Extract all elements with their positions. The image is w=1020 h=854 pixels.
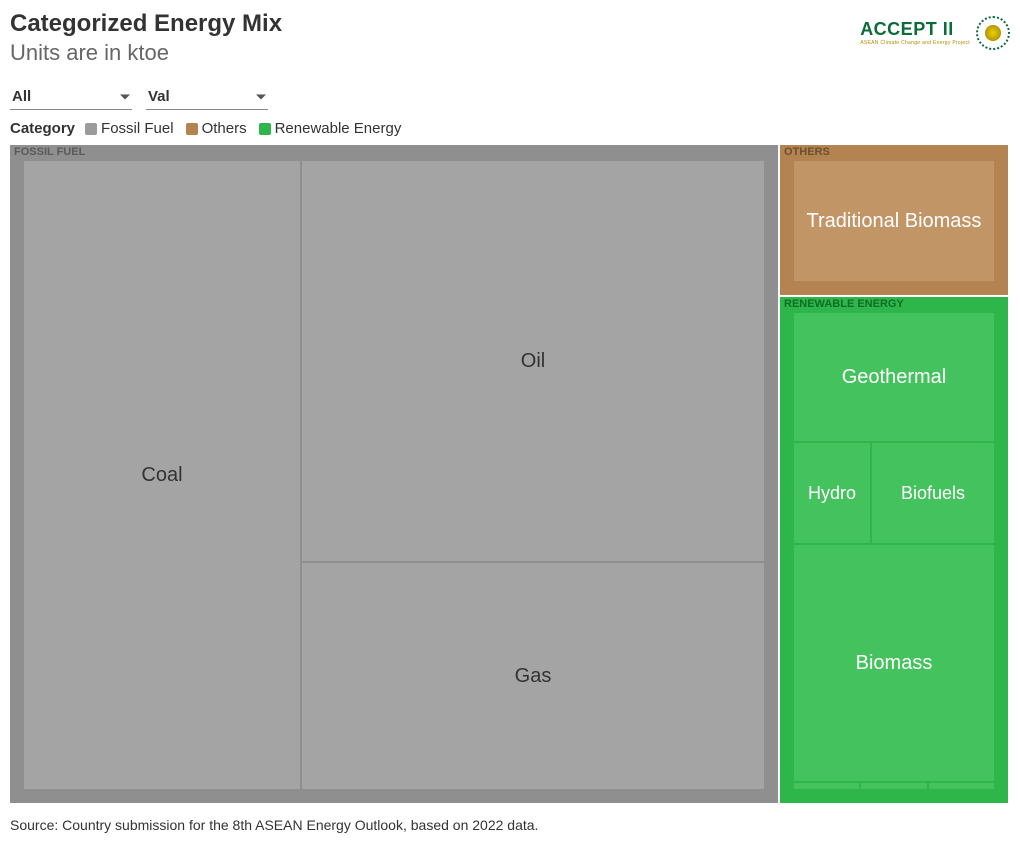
chevron-down-icon [120,94,130,99]
treemap-group-header-renewable: RENEWABLE ENERGY [784,298,904,310]
treemap-row-hydro-biofuels: Hydro Biofuels [794,443,994,543]
legend-label-others: Others [202,120,247,137]
chevron-down-icon [256,94,266,99]
title-block: Categorized Energy Mix Units are in ktoe [10,10,282,66]
legend-swatch-renewable [259,123,271,135]
filter-select-2[interactable]: Val [146,84,268,110]
legend-label-fossil: Fossil Fuel [101,120,174,137]
treemap-group-others: OTHERS Traditional Biomass [780,145,1008,295]
page-title: Categorized Energy Mix [10,10,282,38]
logo-badge-icon [976,16,1010,50]
treemap-cell-geothermal[interactable]: Geothermal [794,313,994,441]
treemap-fossil-right-col: Oil Gas [302,161,764,789]
treemap-group-header-others: OTHERS [784,146,830,158]
logo-text: ACCEPT II ASEAN Climate Change and Energ… [860,20,970,46]
legend-title: Category [10,120,75,137]
treemap-group-header-fossil: FOSSIL FUEL [14,146,85,158]
treemap-cell-biomass[interactable]: Biomass [794,545,994,781]
filter-select-2-value: Val [148,88,170,105]
treemap-cell-traditional-biomass[interactable]: Traditional Biomass [794,161,994,281]
source-text: Source: Country submission for the 8th A… [10,817,1010,833]
legend-item-fossil[interactable]: Fossil Fuel [85,120,174,137]
treemap-group-renewable: RENEWABLE ENERGY Geothermal Hydro Biofue… [780,297,1008,803]
legend-swatch-others [186,123,198,135]
treemap: FOSSIL FUEL Coal Oil Gas OTHERS Traditio… [10,145,1008,803]
treemap-sliver-row [794,783,994,789]
controls-row: All Val [10,84,1010,110]
filter-select-1[interactable]: All [10,84,132,110]
legend: Category Fossil Fuel Others Renewable En… [10,120,1010,137]
treemap-cell-oil[interactable]: Oil [302,161,764,561]
logo-text-sub: ASEAN Climate Change and Energy Project [860,40,970,46]
treemap-cell-sliver-3[interactable] [929,783,994,789]
filter-select-1-value: All [12,88,31,105]
treemap-right-column: OTHERS Traditional Biomass RENEWABLE ENE… [780,145,1008,803]
treemap-cell-biofuels[interactable]: Biofuels [872,443,994,543]
legend-swatch-fossil [85,123,97,135]
legend-label-renewable: Renewable Energy [275,120,402,137]
legend-item-others[interactable]: Others [186,120,247,137]
treemap-cell-hydro[interactable]: Hydro [794,443,870,543]
treemap-cell-coal[interactable]: Coal [24,161,300,789]
logo-badge-inner-icon [985,25,1001,41]
logo: ACCEPT II ASEAN Climate Change and Energ… [860,10,1010,50]
logo-text-main: ACCEPT II [860,20,970,38]
treemap-group-fossil: FOSSIL FUEL Coal Oil Gas [10,145,778,803]
treemap-cell-sliver-1[interactable] [794,783,859,789]
page-subtitle: Units are in ktoe [10,40,282,66]
header: Categorized Energy Mix Units are in ktoe… [10,10,1010,66]
treemap-cell-gas[interactable]: Gas [302,563,764,789]
legend-item-renewable[interactable]: Renewable Energy [259,120,402,137]
treemap-cell-sliver-2[interactable] [861,783,926,789]
